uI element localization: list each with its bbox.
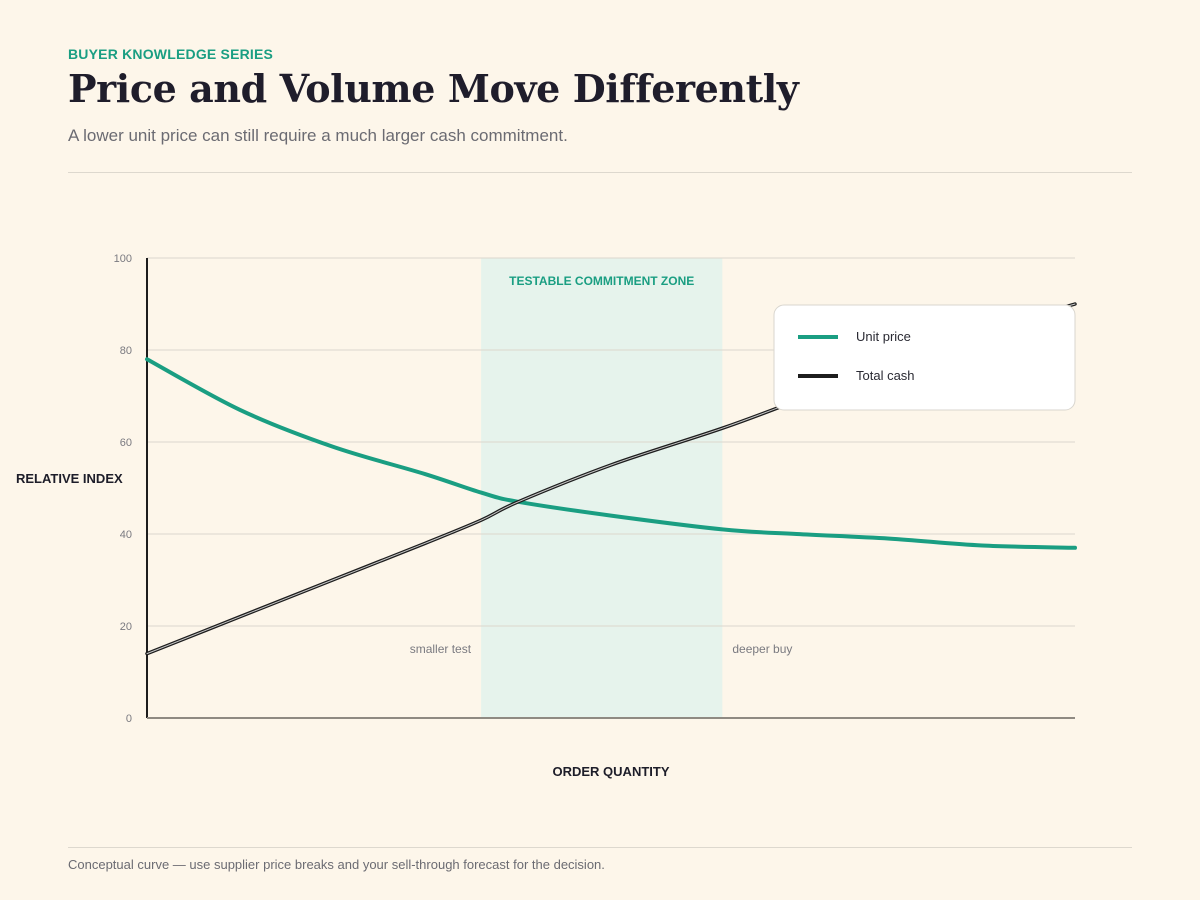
y-tick-label: 0 [126, 713, 132, 725]
annotation-layer: smaller test deeper buy [410, 642, 793, 656]
series-eyebrow: BUYER KNOWLEDGE SERIES [68, 46, 274, 62]
footnote: Conceptual curve — use supplier price br… [68, 857, 605, 872]
y-tick-label: 100 [114, 253, 132, 265]
y-tick-label: 80 [120, 345, 132, 357]
footer-divider [68, 847, 1132, 848]
commitment-zone-label: TESTABLE COMMITMENT ZONE [509, 274, 694, 288]
x-axis-title: ORDER QUANTITY [553, 764, 670, 779]
legend-box [773, 304, 1076, 411]
y-tick-label: 40 [120, 529, 132, 541]
page-title: Price and Volume Move Differently [68, 66, 799, 111]
y-axis-title: RELATIVE INDEX [16, 471, 123, 486]
legend-label-total-cash: Total cash [856, 368, 915, 383]
y-tick-label: 60 [120, 437, 132, 449]
y-tick-label: 20 [120, 621, 132, 633]
page-subtitle: A lower unit price can still require a m… [68, 126, 568, 145]
grid-layer [147, 257, 1075, 627]
annotation-deeper-buy: deeper buy [732, 642, 792, 656]
commitment-zone-layer: TESTABLE COMMITMENT ZONE [481, 258, 723, 718]
legend-label-unit-price: Unit price [856, 329, 911, 344]
header-divider [68, 172, 1132, 173]
annotation-smaller-test: smaller test [410, 642, 472, 656]
chart-legend: Unit price Total cash [773, 304, 1076, 411]
commitment-zone-band [481, 258, 723, 718]
axis-layer: 0 20 40 60 80 100 RELATIVE INDEX ORDER QUANTITY [16, 253, 1075, 779]
unit-price-line [145, 357, 1077, 550]
